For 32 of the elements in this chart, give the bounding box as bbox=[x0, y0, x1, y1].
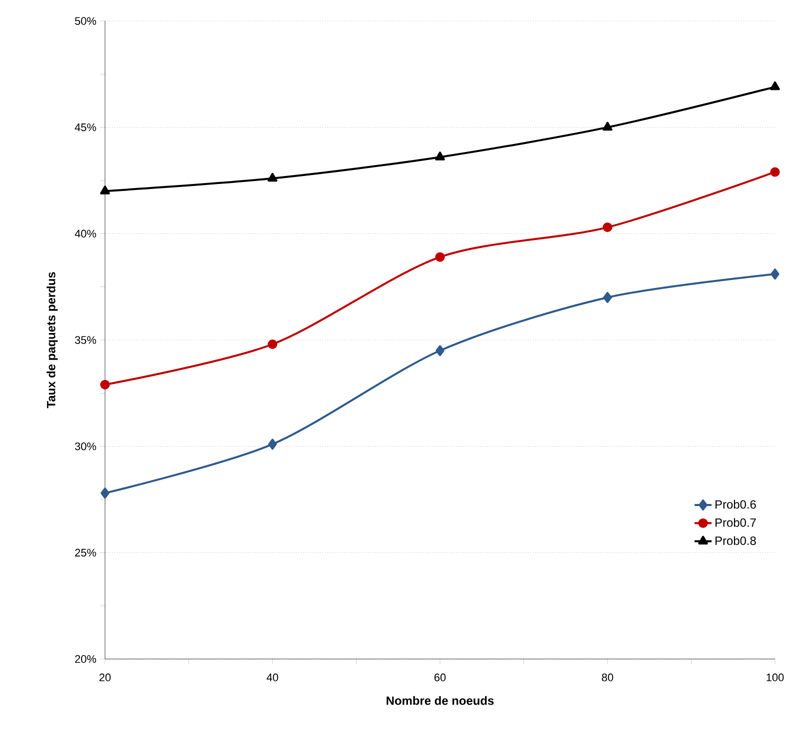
point bbox=[268, 339, 278, 350]
point bbox=[602, 222, 612, 232]
y-tick-label: 30% bbox=[74, 442, 96, 450]
x-tick-label: 80 bbox=[602, 674, 614, 682]
y-tick-label: 35% bbox=[74, 336, 96, 344]
point bbox=[436, 345, 444, 356]
point bbox=[100, 186, 110, 194]
point bbox=[435, 252, 445, 262]
point bbox=[100, 488, 110, 499]
point bbox=[770, 268, 780, 280]
x-tick-label: 60 bbox=[434, 674, 446, 682]
legend-label: Prob0.8 bbox=[716, 536, 756, 545]
y-tick-label: 40% bbox=[74, 230, 96, 238]
x-axis-title: Nombre de noeuds bbox=[386, 696, 494, 705]
point bbox=[435, 152, 445, 160]
point bbox=[770, 167, 780, 177]
x-tick-label: 20 bbox=[99, 674, 111, 682]
point bbox=[268, 172, 278, 182]
point bbox=[770, 81, 780, 90]
y-tick-label: 20% bbox=[75, 655, 96, 663]
x-tick-label: 100 bbox=[766, 674, 784, 682]
y-tick-label: 50% bbox=[74, 17, 96, 25]
x-tick-label: 40 bbox=[266, 674, 278, 682]
point bbox=[602, 122, 612, 131]
point bbox=[100, 380, 110, 390]
y-axis-title: Taux de paquets perdus bbox=[46, 272, 58, 408]
legend-label: Prob0.6 bbox=[716, 500, 756, 509]
point bbox=[603, 292, 612, 303]
legend-label: Prob0.7 bbox=[716, 518, 756, 527]
y-tick-label: 45% bbox=[74, 123, 96, 132]
point bbox=[268, 438, 277, 450]
y-tick-label: 25% bbox=[75, 548, 96, 557]
